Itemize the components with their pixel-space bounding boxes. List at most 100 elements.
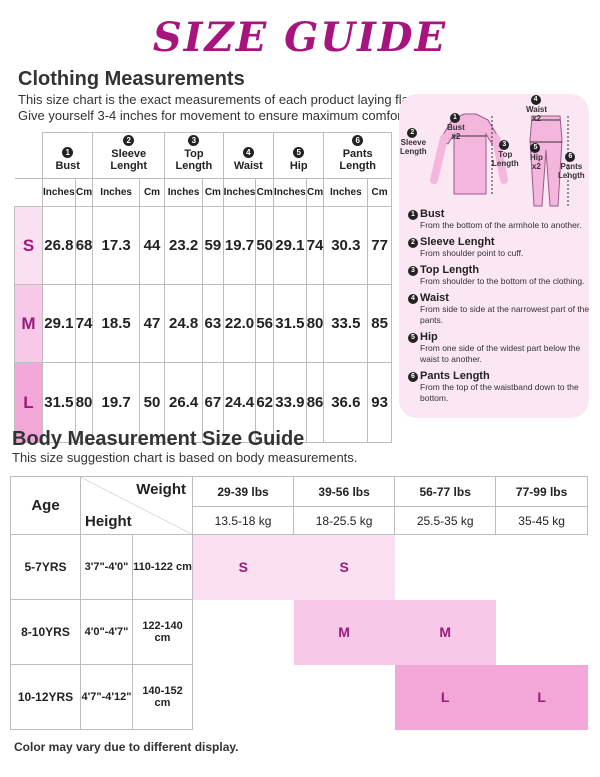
- unit-cm: Cm: [138, 178, 166, 207]
- height-label: Height: [85, 513, 132, 530]
- age-cell: 10-12YRS: [10, 664, 81, 730]
- height-cm-cell: 122-140 cm: [132, 599, 193, 665]
- table-cell: 36.6: [323, 362, 369, 443]
- size-cell: L: [495, 664, 588, 730]
- shirt-shape: [439, 113, 501, 195]
- age-cell: 5-7YRS: [10, 534, 81, 600]
- height-ft-cell: 4'0"-4'7": [80, 599, 133, 665]
- size-cell: M: [293, 599, 395, 665]
- table-cell: 29.1: [273, 206, 307, 285]
- unit-inches: Inches: [222, 178, 257, 207]
- definition-sleeve: 2 Sleeve Lenght From shoulder point to cu…: [408, 236, 590, 259]
- table-cell: 30.3: [323, 206, 369, 285]
- age-cell: 8-10YRS: [10, 599, 81, 665]
- table-cell: 85: [367, 284, 392, 363]
- definition-bust: 1 Bust From the bottom of the armhole to …: [408, 208, 590, 231]
- col-header-top-length: 3 Top Length: [164, 132, 224, 179]
- unit-cm: Cm: [255, 178, 275, 207]
- table-cell: 29.1: [42, 284, 76, 363]
- table-cell: 44: [138, 206, 166, 285]
- unit-inches: Inches: [92, 178, 140, 207]
- fig-label-bust: 1 Bust x2: [447, 113, 465, 141]
- table-cell: 50: [255, 206, 275, 285]
- corner-cell: [14, 132, 43, 179]
- size-cell: [193, 665, 294, 730]
- size-cell: M: [394, 599, 496, 665]
- table-cell: 80: [74, 362, 94, 443]
- fig-label-sleeve: 2 Sleeve Length: [400, 128, 427, 156]
- table-row: M 29.1 74 18.5 47 24.8 63 22.0 56 31.5 8…: [14, 284, 392, 363]
- clothing-heading: Clothing Measurements: [18, 68, 245, 90]
- height-ft-cell: 3'7"-4'0": [80, 534, 133, 600]
- table-cell: 47: [138, 284, 166, 363]
- table-cell: 23.2: [164, 206, 204, 285]
- table-cell: 68: [74, 206, 94, 285]
- table-cell: 26.8: [42, 206, 76, 285]
- table-cell: 80: [305, 284, 325, 363]
- unit-inches: Inches: [42, 178, 76, 207]
- table-cell: 17.3: [92, 206, 140, 285]
- size-label: M: [14, 284, 43, 363]
- body-size-table: Age Weight Height 29-39 lbs 39-56 lbs 56…: [10, 476, 588, 730]
- col-header-pants-length: 6 Pants Length: [323, 132, 392, 179]
- size-cell: [496, 535, 588, 600]
- col-header-hip: 5 Hip: [273, 132, 325, 179]
- weight-lbs-2: 39-56 lbs: [293, 476, 396, 507]
- table-cell: 26.4: [164, 362, 204, 443]
- unit-cm: Cm: [74, 178, 94, 207]
- table-cell: 33.5: [323, 284, 369, 363]
- table-cell: 74: [74, 284, 94, 363]
- size-cell: [496, 600, 588, 665]
- fig-label-top-length: 3 Top Length: [492, 140, 519, 168]
- unit-cm: Cm: [367, 178, 392, 207]
- table-row: L 31.5 80 19.7 50 26.4 67 24.4 62 33.9 8…: [14, 362, 392, 443]
- corner-cell: [14, 178, 43, 207]
- size-cell: [294, 665, 395, 730]
- col-header-waist: 4 Waist: [222, 132, 275, 179]
- weight-lbs-1: 29-39 lbs: [191, 476, 295, 507]
- definition-pants-length: 6 Pants Length From the top of the waistb…: [408, 370, 590, 404]
- table-cell: 74: [305, 206, 325, 285]
- height-cm-cell: 110-122 cm: [132, 534, 193, 600]
- measurement-definitions: 1 Bust From the bottom of the armhole to …: [408, 208, 590, 409]
- table-cell: 31.5: [42, 362, 76, 443]
- table-cell: 86: [305, 362, 325, 443]
- definition-hip: 5 Hip From one side of the widest part be…: [408, 331, 590, 365]
- table-cell: 59: [202, 206, 224, 285]
- table-cell: 22.0: [222, 284, 257, 363]
- clothing-desc-2: Give yourself 3-4 inches for movement to…: [18, 108, 409, 123]
- fig-label-pants-length: 6 Pants Length: [558, 152, 585, 180]
- body-heading: Body Measurement Size Guide: [12, 428, 305, 450]
- page-title: SIZE GUIDE: [152, 14, 448, 61]
- pants-shape: [529, 115, 563, 207]
- height-cm-cell: 140-152 cm: [132, 664, 193, 730]
- fig-label-waist: 4 Waist x2: [526, 95, 548, 123]
- table-cell: 93: [367, 362, 392, 443]
- table-cell: 31.5: [273, 284, 307, 363]
- weight-kg-2: 18-25.5 kg: [293, 506, 396, 535]
- body-desc: This size suggestion chart is based on b…: [12, 450, 358, 465]
- size-cell: [395, 535, 496, 600]
- color-note: Color may vary due to different display.: [14, 740, 239, 754]
- age-header: Age: [10, 476, 81, 535]
- size-label: L: [14, 362, 43, 443]
- size-cell: L: [394, 664, 496, 730]
- unit-cm: Cm: [202, 178, 224, 207]
- weight-lbs-3: 56-77 lbs: [394, 476, 497, 507]
- table-cell: 33.9: [273, 362, 307, 443]
- table-cell: 50: [138, 362, 166, 443]
- left-sleeve-shape: [430, 134, 448, 184]
- clothing-desc-1: This size chart is the exact measurement…: [18, 92, 417, 107]
- col-header-bust: 1 Bust: [41, 132, 94, 179]
- weight-lbs-4: 77-99 lbs: [495, 476, 588, 507]
- table-cell: 19.7: [92, 362, 140, 443]
- garment-illustration: [430, 113, 569, 207]
- unit-inches: Inches: [323, 178, 369, 207]
- weight-label: Weight: [136, 481, 186, 498]
- fig-label-hip: 5 Hip x2: [530, 143, 543, 171]
- table-row: 5-7YRS 3'7"-4'0" 110-122 cm S S: [10, 534, 588, 600]
- weight-kg-1: 13.5-18 kg: [191, 506, 295, 535]
- size-label: S: [14, 206, 43, 285]
- unit-cm: Cm: [305, 178, 325, 207]
- table-cell: 19.7: [222, 206, 257, 285]
